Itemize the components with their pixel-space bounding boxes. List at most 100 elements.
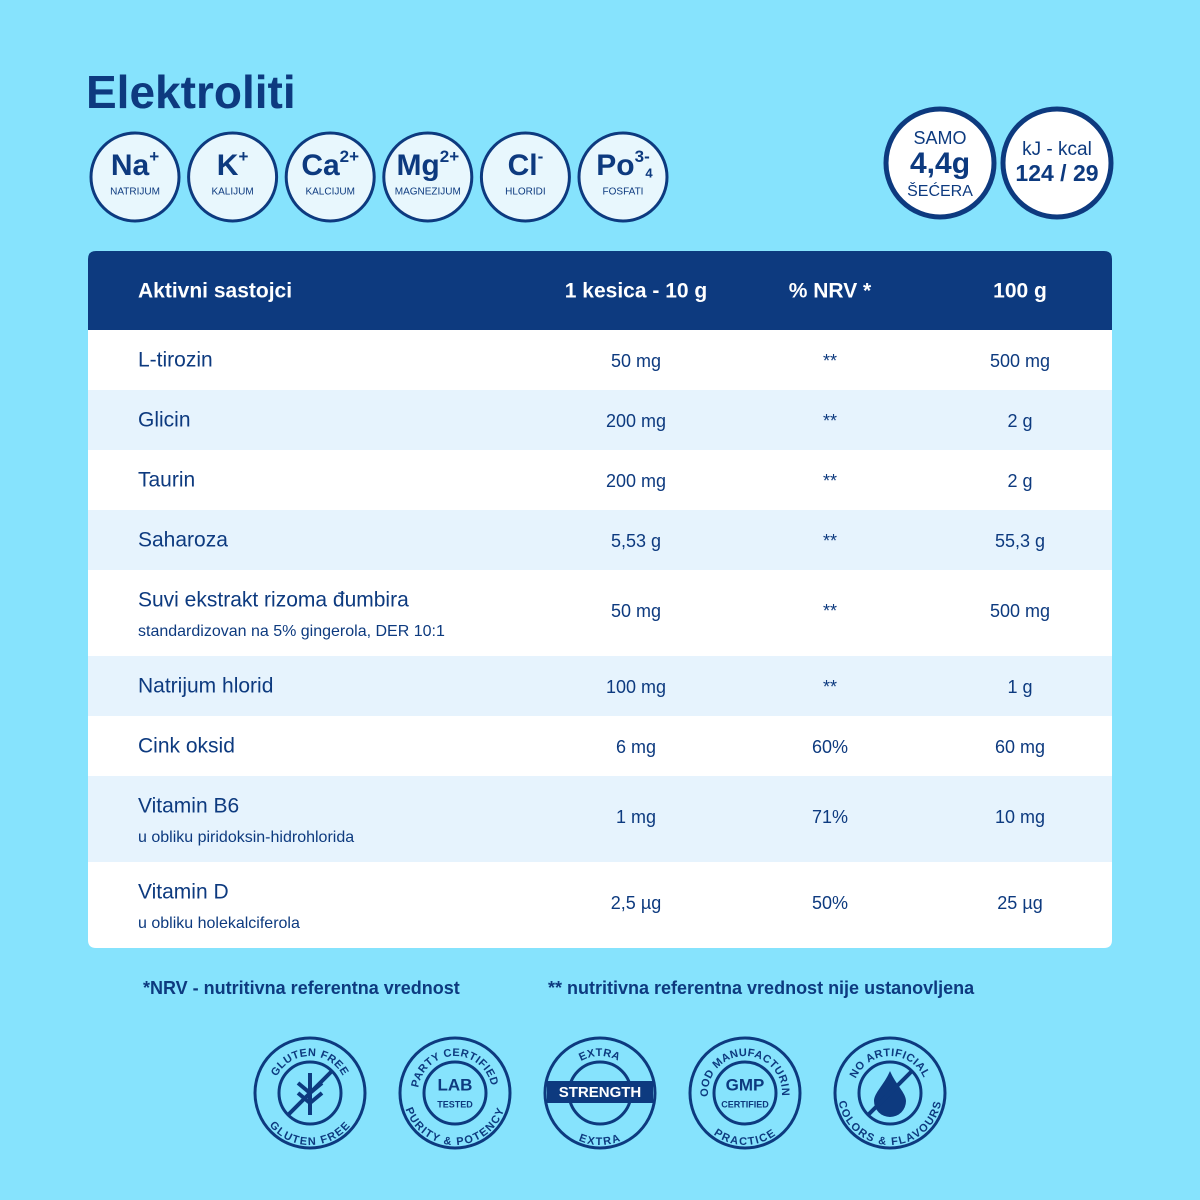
electrolyte-name: MAGNEZIJUM bbox=[395, 187, 461, 198]
energy-label: kJ - kcal bbox=[1022, 139, 1092, 160]
sugar-top: SAMO bbox=[913, 128, 966, 148]
charge: - bbox=[538, 147, 544, 166]
badge-inner bbox=[712, 1060, 778, 1126]
ingredient-name: L-tirozin bbox=[138, 349, 213, 372]
electrolyte-symbol: Na+ bbox=[111, 147, 159, 182]
bottom-path: PRACTICE bbox=[712, 1127, 778, 1148]
table-row bbox=[88, 510, 1112, 570]
ingredient-name: Cink oksid bbox=[138, 735, 235, 758]
symbol: K bbox=[217, 149, 239, 182]
electrolyte-symbol: Mg2+ bbox=[396, 147, 459, 182]
electrolyte-symbol: K+ bbox=[217, 147, 249, 182]
badge-outer bbox=[543, 1036, 657, 1150]
cell-per-sachet: 6 mg bbox=[616, 737, 656, 757]
cell-nrv: 50% bbox=[812, 893, 848, 913]
badge-outer bbox=[688, 1036, 802, 1150]
cell-per-100g: 10 mg bbox=[995, 807, 1045, 827]
bottom-path: PURITY & POTENCY bbox=[403, 1106, 507, 1148]
column-header: 100 g bbox=[993, 280, 1047, 303]
ingredient-name: Saharoza bbox=[138, 529, 228, 552]
badge-outer bbox=[833, 1036, 947, 1150]
badge-center: TESTED bbox=[437, 1099, 473, 1109]
table-row bbox=[88, 390, 1112, 450]
cell-per-sachet: 1 mg bbox=[616, 807, 656, 827]
badge-outer bbox=[253, 1036, 367, 1150]
ingredient-name: Suvi ekstrakt rizoma đumbira bbox=[138, 589, 409, 612]
electrolyte-name: NATRIJUM bbox=[110, 187, 160, 198]
electrolyte-name: KALIJUM bbox=[211, 187, 253, 198]
badge bbox=[1000, 106, 1114, 220]
electrolyte-circle bbox=[284, 131, 376, 223]
cell-per-sachet: 200 mg bbox=[606, 471, 666, 491]
electrolyte-circle bbox=[382, 131, 474, 223]
badge-inner bbox=[857, 1060, 923, 1126]
badge-center: GMP bbox=[726, 1075, 765, 1094]
charge: + bbox=[238, 147, 248, 166]
electrolyte-name: HLORIDI bbox=[505, 187, 546, 198]
cell-nrv: ** bbox=[823, 677, 837, 697]
symbol: Mg bbox=[396, 149, 439, 182]
symbol: Cl bbox=[508, 149, 538, 182]
cell-nrv: ** bbox=[823, 411, 837, 431]
cell-per-100g: 1 g bbox=[1007, 677, 1032, 697]
cell-nrv: ** bbox=[823, 351, 837, 371]
badge-outer bbox=[398, 1036, 512, 1150]
symbol: Po bbox=[596, 149, 634, 182]
charge: 2+ bbox=[440, 147, 459, 166]
sugar-bottom: ŠEĆERA bbox=[907, 181, 973, 200]
cell-nrv: ** bbox=[823, 601, 837, 621]
cell-per-sachet: 2,5 µg bbox=[611, 893, 661, 913]
electrolyte-symbol: Cl- bbox=[508, 147, 544, 182]
cell-nrv: ** bbox=[823, 531, 837, 551]
electrolyte-name: KALCIJUM bbox=[305, 187, 354, 198]
ingredient-name: Taurin bbox=[138, 469, 195, 492]
badge-center: LAB bbox=[438, 1075, 473, 1094]
table-row bbox=[88, 776, 1112, 862]
badge-top-text: EXTRA bbox=[577, 1047, 622, 1064]
ingredient-name: Vitamin D bbox=[138, 881, 229, 904]
electrolyte-symbol: Ca2+ bbox=[301, 147, 359, 182]
cell-nrv: 71% bbox=[812, 807, 848, 827]
top-path: EXTRA bbox=[577, 1047, 621, 1064]
table-row bbox=[88, 570, 1112, 656]
badge bbox=[883, 106, 997, 220]
cell-per-sachet: 50 mg bbox=[611, 351, 661, 371]
cell-per-100g: 500 mg bbox=[990, 351, 1050, 371]
table-row bbox=[88, 862, 1112, 948]
table-row bbox=[88, 656, 1112, 716]
title: Elektroliti bbox=[86, 66, 296, 118]
cell-per-sachet: 5,53 g bbox=[611, 531, 661, 551]
symbol: Na bbox=[111, 149, 150, 182]
electrolyte-circle bbox=[479, 131, 571, 223]
column-header: % NRV * bbox=[789, 280, 872, 303]
cell-per-100g: 500 mg bbox=[990, 601, 1050, 621]
ingredient-note: u obliku piridoksin-hidrohlorida bbox=[138, 829, 354, 846]
ingredient-note: u obliku holekalciferola bbox=[138, 915, 300, 932]
cell-per-sachet: 200 mg bbox=[606, 411, 666, 431]
ingredient-name: Vitamin B6 bbox=[138, 795, 239, 818]
column-header: Aktivni sastojci bbox=[138, 280, 292, 303]
bottom-path: EXTRA bbox=[577, 1132, 621, 1148]
cell-per-100g: 60 mg bbox=[995, 737, 1045, 757]
sugar-value: 4,4g bbox=[910, 147, 970, 180]
badge-bottom-text: PURITY & POTENCY bbox=[403, 1106, 508, 1148]
electrolyte-circle bbox=[89, 131, 181, 223]
cell-per-sachet: 100 mg bbox=[606, 677, 666, 697]
ingredient-note: standardizovan na 5% gingerola, DER 10:1 bbox=[138, 623, 445, 640]
badge-bottom-text: EXTRA bbox=[577, 1132, 622, 1148]
charge: 3- bbox=[635, 147, 650, 166]
footnote: *NRV - nutritivna referentna vrednost bbox=[143, 978, 460, 998]
energy-value: 124 / 29 bbox=[1015, 160, 1098, 186]
table-row bbox=[88, 330, 1112, 390]
cell-per-100g: 25 µg bbox=[997, 893, 1042, 913]
wheat-icon bbox=[286, 1069, 334, 1117]
cell-per-100g: 2 g bbox=[1007, 411, 1032, 431]
table-row bbox=[88, 716, 1112, 776]
badge-inner bbox=[277, 1060, 343, 1126]
slash bbox=[866, 1069, 914, 1117]
ribbon bbox=[547, 1081, 653, 1103]
ingredient-name: Natrijum hlorid bbox=[138, 675, 273, 698]
electrolyte-circle bbox=[187, 131, 279, 223]
cell-nrv: 60% bbox=[812, 737, 848, 757]
